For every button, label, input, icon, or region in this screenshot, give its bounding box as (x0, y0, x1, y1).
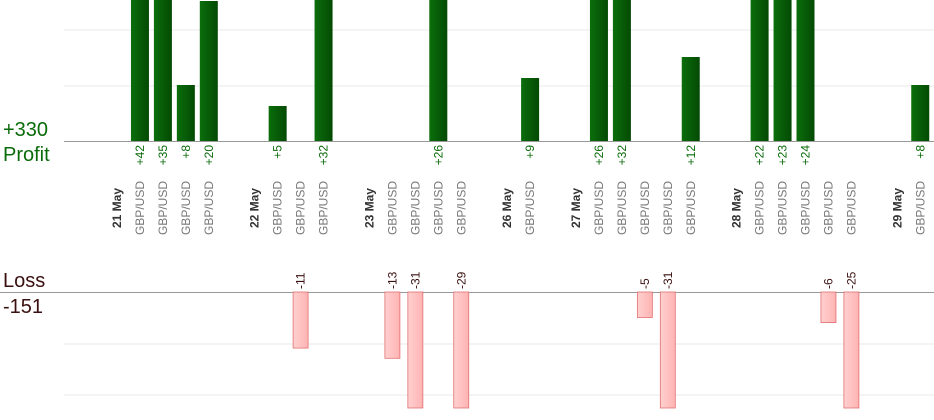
profit-value-label: +5 (271, 145, 285, 159)
loss-value-label: -31 (408, 271, 422, 289)
symbol-label: GBP/USD (753, 181, 767, 235)
symbol-label: GBP/USD (776, 181, 790, 235)
profit-bar (153, 0, 172, 141)
date-label: 29 May (890, 188, 904, 228)
profit-label: Profit (3, 144, 50, 166)
symbol-label: GBP/USD (294, 181, 308, 235)
date-label: 22 May (248, 188, 262, 228)
symbol-label: GBP/USD (638, 181, 652, 235)
date-label: 26 May (500, 188, 514, 228)
symbol-label: GBP/USD (385, 181, 399, 235)
symbol-label: GBP/USD (271, 181, 285, 235)
profit-value-label: +24 (799, 145, 813, 166)
loss-bar (820, 291, 837, 324)
profit-bar (130, 0, 149, 141)
profit-value-label: +32 (615, 145, 629, 166)
loss-total: -151 (3, 296, 44, 318)
profit-bar (268, 106, 287, 141)
symbol-label: GBP/USD (179, 181, 193, 235)
profit-value-label: +9 (523, 145, 537, 159)
profit-total: +330 (3, 119, 49, 141)
loss-value-label: -31 (661, 271, 675, 289)
profit-value-label: +35 (156, 145, 170, 166)
profit-value-label: +32 (317, 145, 331, 166)
symbol-label: GBP/USD (799, 181, 813, 235)
symbol-label: GBP/USD (202, 181, 216, 235)
symbol-label: GBP/USD (661, 181, 675, 235)
loss-bar (453, 291, 470, 409)
profit-bars (130, 0, 930, 141)
profit-value-label: +26 (592, 145, 606, 166)
profit-bar (314, 0, 333, 141)
symbol-label: GBP/USD (523, 181, 537, 235)
profit-value-label: +12 (684, 145, 698, 166)
profit-value-label: +8 (179, 145, 193, 159)
profit-bar (199, 1, 218, 141)
symbol-label: GBP/USD (156, 181, 170, 235)
profit-bar (750, 0, 769, 141)
symbol-label: GBP/USD (431, 181, 445, 235)
profit-bar (176, 85, 195, 141)
profit-bar (681, 57, 700, 141)
profit-bar (796, 0, 815, 141)
symbol-label: GBP/USD (408, 181, 422, 235)
profit-value-label: +23 (776, 145, 790, 166)
profit-value-label: +8 (913, 145, 927, 159)
symbol-label: GBP/USD (844, 181, 858, 235)
profit-bar (911, 85, 930, 141)
date-label: 27 May (569, 188, 583, 228)
profit-value-label: +20 (202, 145, 216, 166)
loss-label: Loss (3, 270, 46, 292)
loss-bar (384, 291, 401, 359)
profit-bar (521, 78, 540, 141)
symbol-label: GBP/USD (684, 181, 698, 235)
symbol-label: GBP/USD (615, 181, 629, 235)
symbol-label: GBP/USD (133, 181, 147, 235)
profit-value-label: +26 (431, 145, 445, 166)
category-labels: 21 May GBP/USD GBP/USD GBP/USD GBP/USD 22 May… (110, 181, 927, 235)
profit-bar (429, 0, 448, 141)
loss-value-label: -13 (385, 271, 399, 289)
profit-bar (612, 0, 631, 141)
profit-value-label: +22 (753, 145, 767, 166)
loss-value-label: -6 (821, 278, 835, 289)
symbol-label: GBP/USD (592, 181, 606, 235)
profit-value-label: +42 (133, 145, 147, 166)
loss-value-label: -5 (638, 278, 652, 289)
loss-value-label: -25 (844, 271, 858, 289)
loss-bar (843, 291, 860, 409)
loss-bars (292, 291, 860, 409)
date-label: 23 May (362, 188, 376, 228)
loss-bar (636, 291, 653, 318)
profit-bar (589, 0, 608, 141)
value-labels: +42 +35 +8 +20 +5 -11 +32 -13 -31 +26 -29 +9 +26 +32 -… (133, 145, 927, 289)
symbol-label: GBP/USD (454, 181, 468, 235)
loss-bar (407, 291, 424, 409)
profit-bar (773, 0, 792, 141)
date-label: 28 May (730, 188, 744, 228)
loss-bar (292, 291, 309, 349)
symbol-label: GBP/USD (821, 181, 835, 235)
loss-value-label: -11 (294, 272, 308, 289)
date-label: 21 May (110, 188, 124, 228)
symbol-label: GBP/USD (913, 181, 927, 235)
loss-value-label: -29 (454, 271, 468, 289)
loss-bar (659, 291, 676, 409)
symbol-label: GBP/USD (317, 181, 331, 235)
